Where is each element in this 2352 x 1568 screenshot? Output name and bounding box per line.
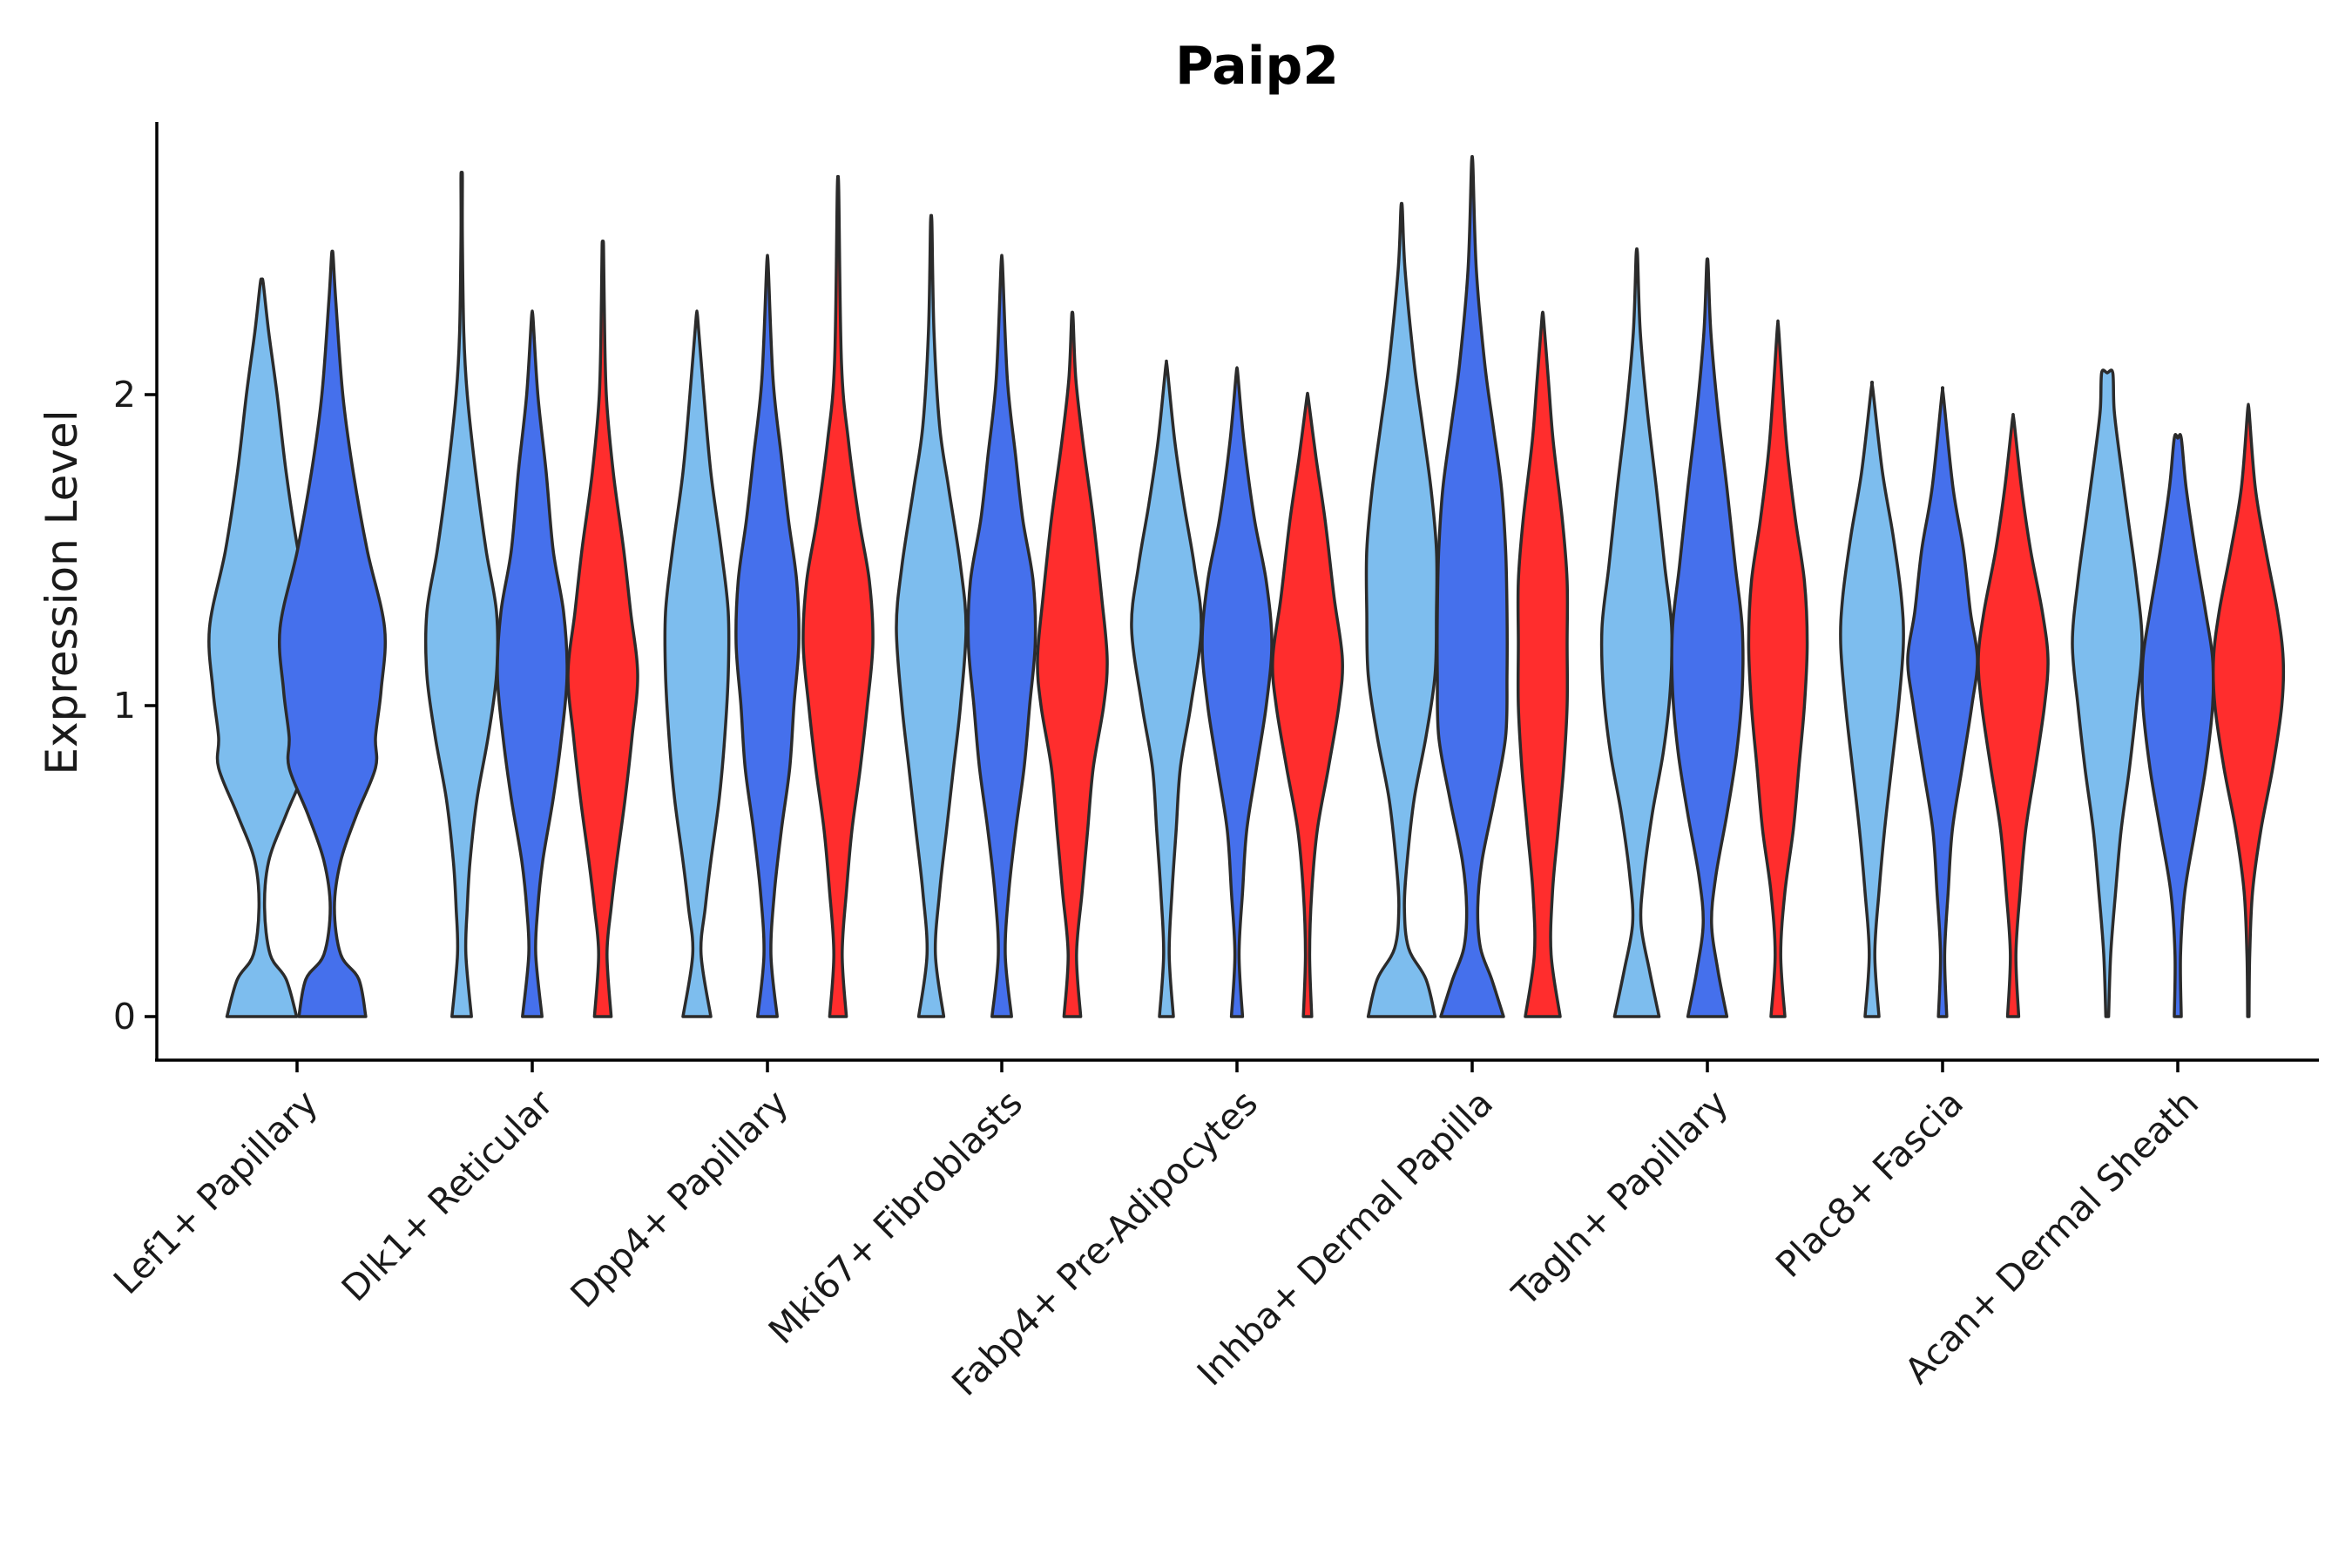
violin-2-3	[566, 240, 639, 1018]
violin-7-3	[1747, 319, 1809, 1018]
violin-7-2	[1670, 257, 1745, 1018]
violin-1-2	[277, 249, 388, 1018]
violin-5-2	[1200, 366, 1274, 1018]
violin-3-1	[663, 309, 731, 1018]
violin-8-3	[1977, 413, 2050, 1018]
violin-7-1	[1599, 247, 1674, 1018]
violin-6-2	[1436, 155, 1509, 1018]
x-tick-label: Mki67+ Fibroblasts	[760, 1082, 1031, 1352]
violin-5-3	[1271, 391, 1344, 1018]
x-tick-label: Plac8+ Fascia	[1767, 1082, 1971, 1286]
x-tick-label: Lef1+ Papillary	[105, 1082, 326, 1302]
violin-2-1	[423, 171, 500, 1018]
violin-9-2	[2140, 433, 2215, 1018]
violin-8-1	[1839, 381, 1905, 1018]
violin-9-1	[2071, 368, 2144, 1018]
violin-5-1	[1130, 359, 1203, 1018]
violin-4-3	[1036, 310, 1109, 1018]
violin-1-1	[207, 277, 316, 1018]
y-tick-label: 2	[113, 374, 136, 416]
violin-4-1	[895, 213, 968, 1018]
y-tick-label: 1	[113, 685, 136, 727]
violin-8-2	[1906, 386, 1979, 1018]
violin-3-2	[734, 253, 801, 1018]
y-axis-ticks: 0 1 2	[113, 374, 157, 1037]
x-axis-ticks: Lef1+ Papillary Dlk1+ Reticular Dpp4+ Papi…	[105, 1060, 2207, 1404]
y-axis-title: Expression Level	[37, 409, 87, 774]
x-tick-label: Dpp4+ Papillary	[563, 1082, 796, 1315]
chart-title: Paip2	[1175, 36, 1339, 97]
violin-6-3	[1516, 310, 1570, 1018]
violin-6-1	[1364, 201, 1439, 1018]
violin-2-2	[496, 309, 569, 1018]
x-tick-label: Dlk1+ Reticular	[334, 1082, 561, 1309]
y-tick-label: 0	[113, 996, 136, 1037]
violin-3-3	[801, 174, 875, 1018]
x-tick-label: Tagln+ Papillary	[1504, 1082, 1736, 1315]
violin-9-3	[2211, 402, 2286, 1018]
violin-4-2	[966, 253, 1037, 1018]
violins-layer	[207, 155, 2286, 1018]
